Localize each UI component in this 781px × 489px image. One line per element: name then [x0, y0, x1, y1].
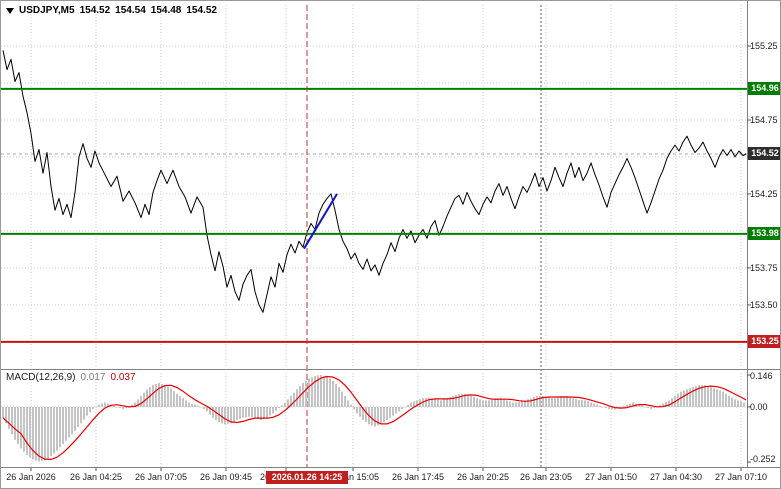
quote-bar: USDJPY,M5 154.52 154.54 154.48 154.52: [6, 5, 217, 16]
price-axis-label: 154.75: [750, 114, 778, 125]
price-axis-label: 153.75: [750, 262, 778, 273]
macd-indicator-label: MACD(12,26,9) 0.017 0.037: [6, 372, 136, 383]
time-axis-label: 26 Jan 2026: [6, 472, 56, 482]
macd-histogram: [2, 375, 745, 462]
grid: [1, 5, 747, 465]
macd-signal-value: 0.037: [110, 372, 136, 383]
time-axis-label: 27 Jan 01:50: [584, 472, 638, 482]
macd-axis-label: 0.146: [750, 371, 773, 381]
time-axis-label: 26 Jan 09:45: [199, 472, 253, 482]
current-price-badge: 154.52: [748, 147, 780, 161]
symbol-timeframe-label: USDJPY,M5: [19, 5, 75, 16]
resistance-price-badge: 154.96: [748, 82, 780, 96]
panel-borders: [1, 1, 780, 468]
price-axis-label: 154.25: [750, 188, 778, 199]
vline-time-badge: 2026.01.26 14:25: [266, 471, 348, 484]
quote-low-value: 154.48: [150, 5, 182, 16]
quote-open-value: 154.52: [79, 5, 111, 16]
time-axis-label: 27 Jan 07:10: [714, 472, 768, 482]
trendline[interactable]: [303, 193, 338, 250]
axis-ticks: [30, 45, 751, 471]
price-axis-label: 153.50: [750, 299, 778, 310]
macd-name: MACD(12,26,9): [6, 372, 76, 383]
time-axis-label: 26 Jan 15:05: [326, 472, 380, 482]
macd-axis-label: 0.00: [750, 401, 768, 412]
time-axis-label: 26 Jan 04:25: [69, 472, 123, 482]
chart-marker-icon: [6, 7, 14, 14]
time-axis-label: 26 Jan 23:05: [519, 472, 573, 482]
macd-axis-label: -0.252: [750, 454, 776, 464]
support-price-badge: 153.98: [748, 227, 780, 241]
stop-level-badge: 153.25: [748, 335, 780, 349]
price-line: [2, 50, 747, 313]
time-axis-label: 26 Jan 07:05: [134, 472, 188, 482]
quote-high-value: 154.54: [115, 5, 146, 16]
macd-main-value: 0.017: [80, 372, 106, 383]
time-axis-label: 26 Jan 20:25: [456, 472, 510, 482]
quote-close-value: 154.52: [186, 5, 217, 16]
macd-signal-line: [2, 375, 747, 460]
price-axis-label: 155.25: [750, 40, 778, 51]
time-axis-label: 27 Jan 04:30: [649, 472, 703, 482]
time-axis-label: 26 Jan 17:45: [391, 472, 445, 482]
